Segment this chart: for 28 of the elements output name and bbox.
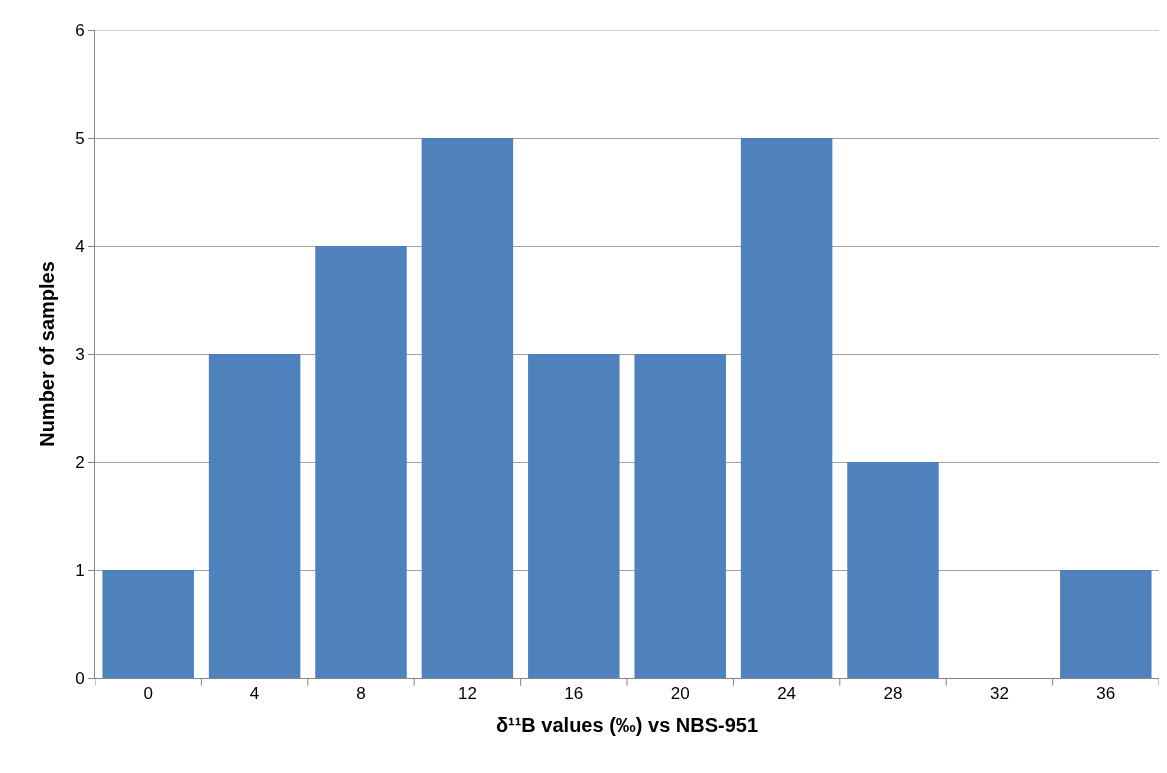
- bar: [315, 246, 407, 678]
- bar: [102, 570, 194, 678]
- bar: [847, 462, 939, 678]
- x-tick-label: 32: [989, 684, 1009, 704]
- bar: [634, 354, 726, 678]
- y-tick-label: 0: [75, 668, 85, 688]
- y-tick-label: 3: [75, 344, 85, 364]
- bar: [208, 354, 301, 678]
- x-tick-label: 36: [1096, 684, 1116, 704]
- bar: [1060, 570, 1152, 678]
- x-tick-label: 0: [143, 684, 153, 704]
- y-tick-label: 1: [75, 560, 85, 580]
- y-tick-label: 4: [75, 236, 85, 256]
- y-tick-label: 6: [75, 20, 85, 40]
- bar: [421, 138, 514, 678]
- y-axis-title: Number of samples: [35, 261, 58, 447]
- x-tick-label: 12: [457, 684, 477, 704]
- y-tick-label: 5: [75, 128, 85, 148]
- x-tick-label: 16: [564, 684, 584, 704]
- y-tick-label: 2: [75, 452, 85, 472]
- x-tick-label: 20: [670, 684, 690, 704]
- bar: [528, 354, 620, 678]
- x-tick-label: 8: [356, 684, 366, 704]
- x-tick-label: 4: [249, 684, 260, 704]
- x-axis-title: δ¹¹B values (‰) vs NBS-951: [495, 713, 759, 736]
- bar: [740, 138, 833, 678]
- x-tick-label: 28: [883, 684, 903, 704]
- x-tick-label: 24: [777, 684, 797, 704]
